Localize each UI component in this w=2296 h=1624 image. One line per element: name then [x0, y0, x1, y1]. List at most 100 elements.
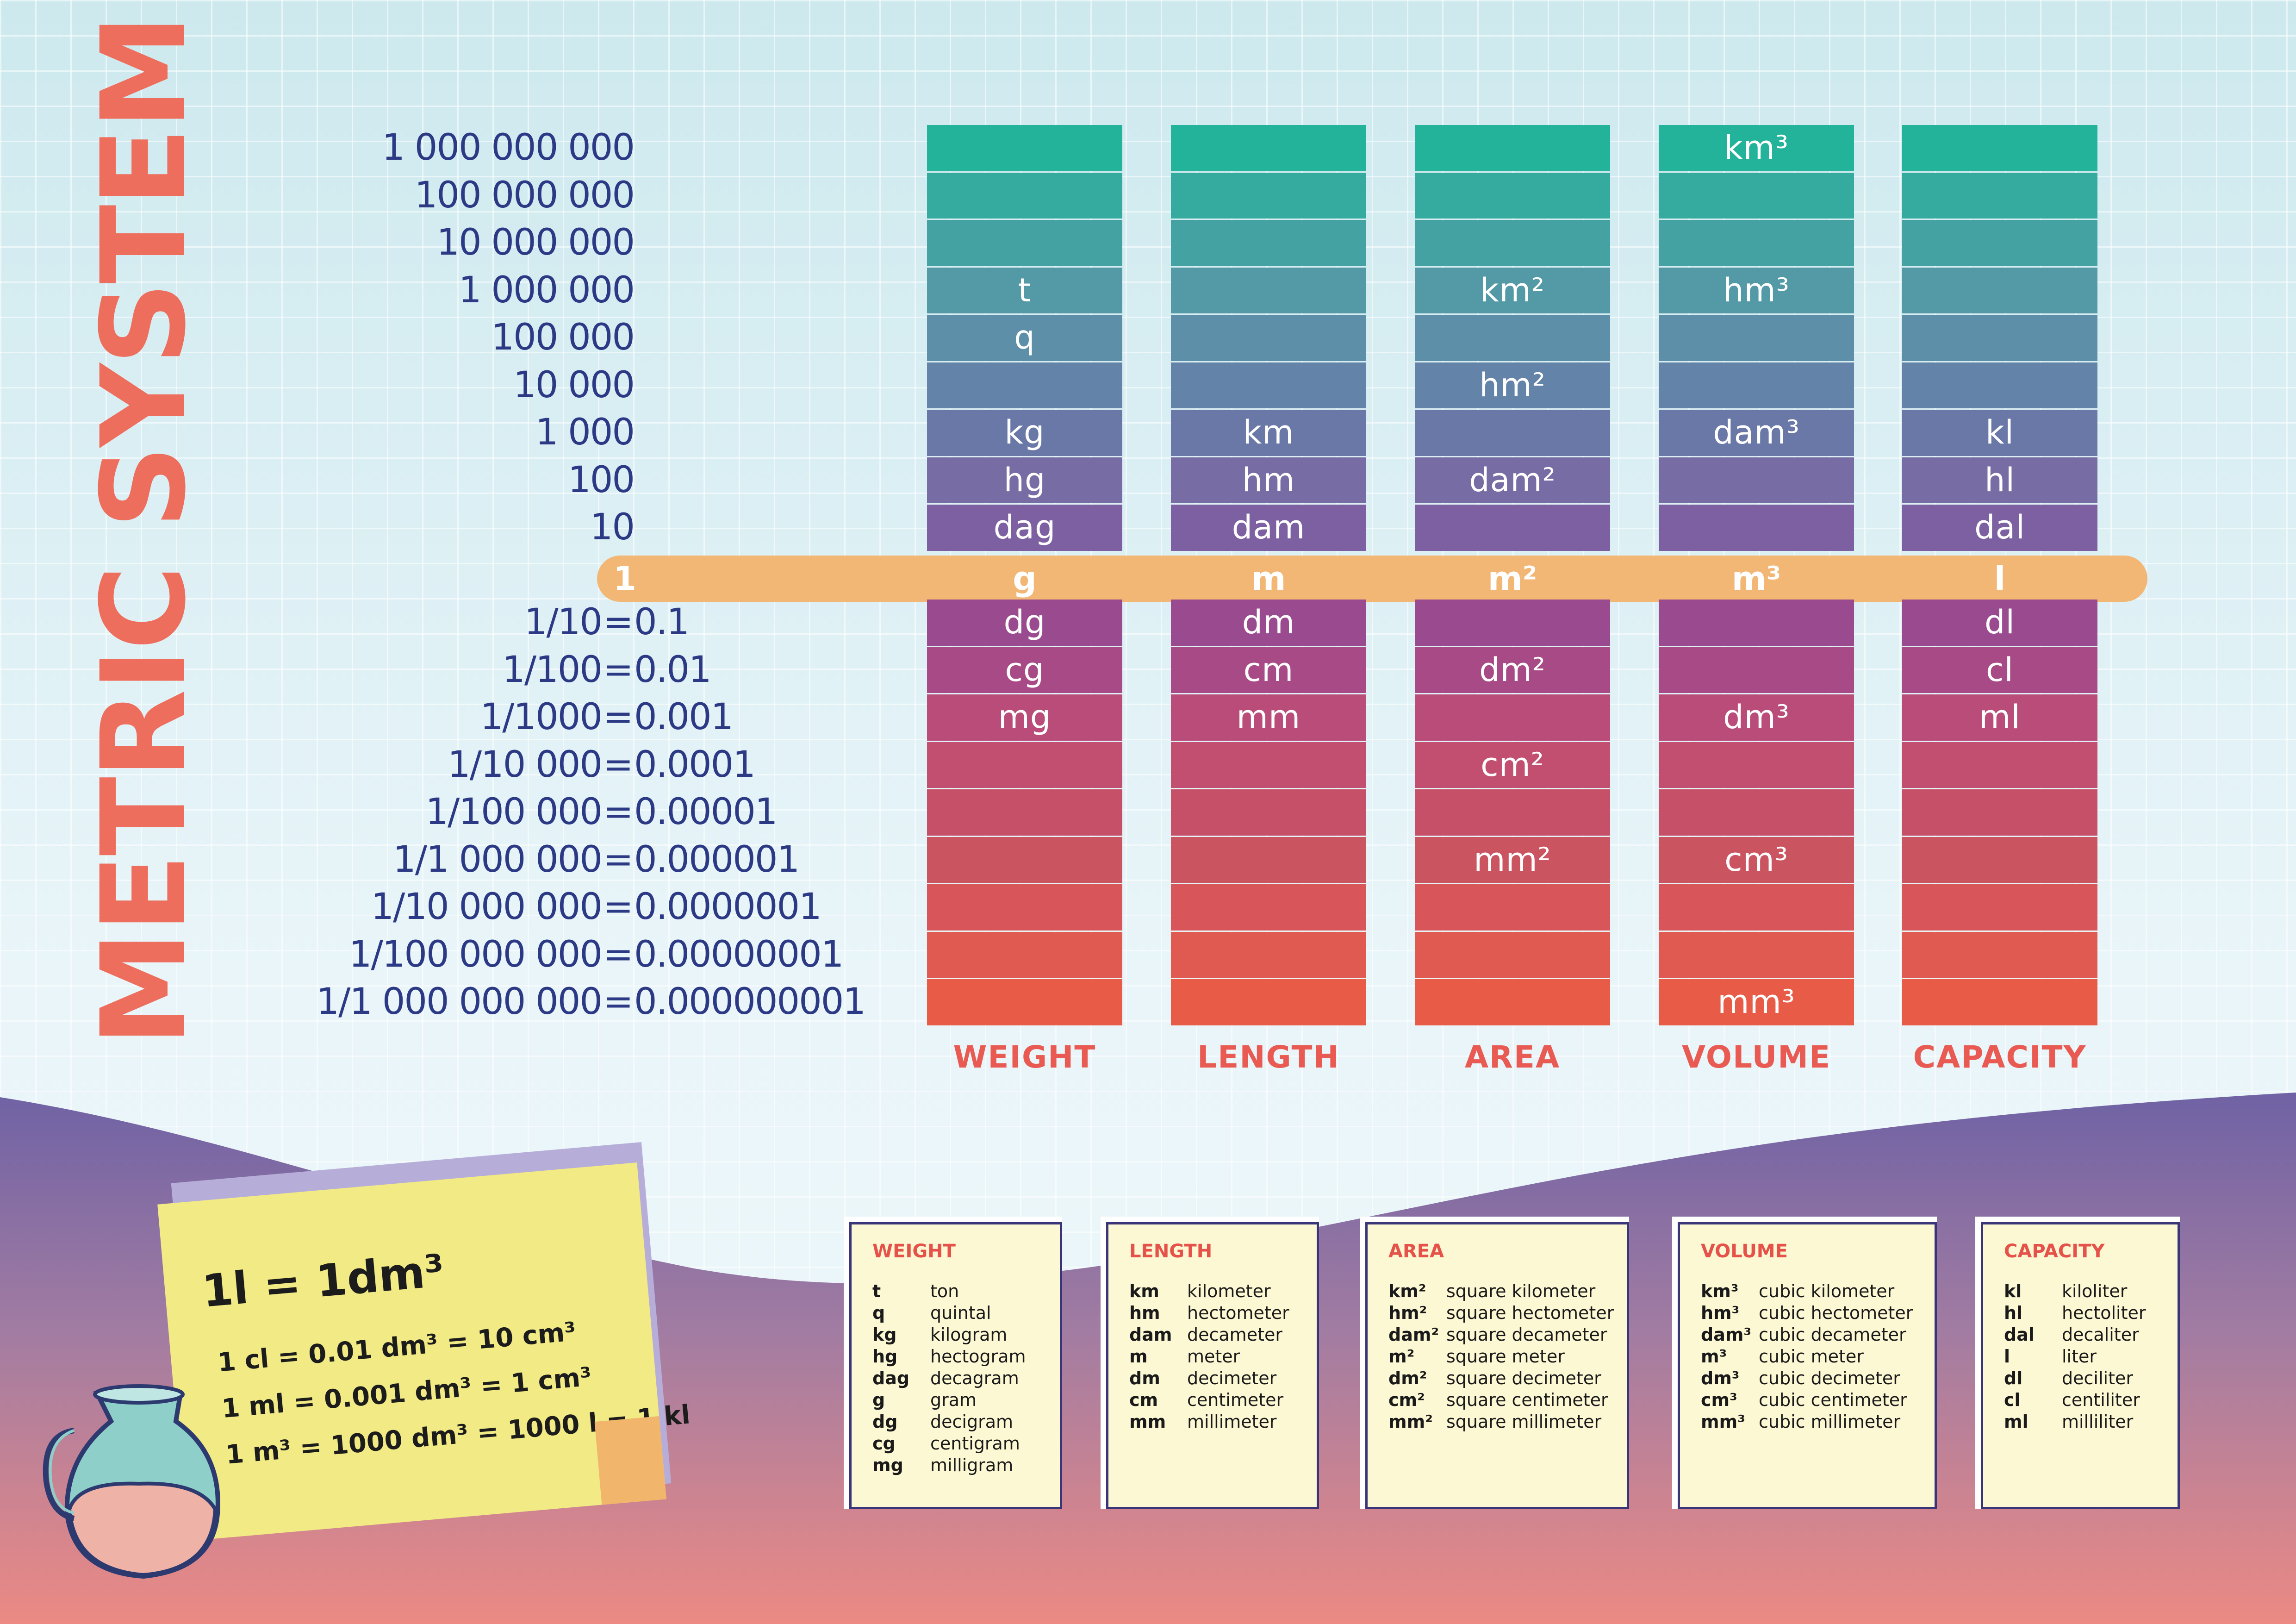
unit-abbreviation: m² — [1388, 1346, 1415, 1367]
scale-label: 1 000 — [535, 412, 635, 453]
unit-name: decaliter — [2062, 1324, 2139, 1345]
glossary-row: hm³ cubic hectometer — [1701, 1302, 1935, 1324]
unit-name: centigram — [930, 1433, 1020, 1454]
unit-abbreviation: dg — [872, 1412, 898, 1432]
unit-name: liter — [2062, 1346, 2097, 1367]
unit-cell — [1659, 362, 1854, 408]
unit-abbreviation: g — [872, 1390, 885, 1410]
glossary-row: dal decaliter — [2004, 1324, 2178, 1346]
unit-cell — [1902, 884, 2097, 931]
glossary-row: t ton — [872, 1280, 1060, 1302]
glossary-row: hg hectogram — [872, 1346, 1060, 1368]
unit-cell — [1171, 979, 1366, 1025]
unit-cell — [1171, 267, 1366, 313]
glossary-row: dg decigram — [872, 1411, 1060, 1433]
fraction-value: 1/100 — [502, 649, 603, 691]
equals-sign: = — [603, 886, 633, 928]
unit-abbreviation: dl — [2004, 1368, 2023, 1388]
unit-cell: mg — [927, 694, 1122, 741]
unit-cell — [927, 220, 1122, 266]
glossary-row: kg kilogram — [872, 1324, 1060, 1346]
unit-cell — [1659, 884, 1854, 931]
glossary-row: l liter — [2004, 1346, 2178, 1368]
glossary-row: mm² square millimeter — [1388, 1411, 1627, 1433]
glossary-row: ml milliliter — [2004, 1411, 2178, 1433]
glossary-card: AREA km² square kilometer hm² square hectome… — [1365, 1222, 1629, 1509]
unit-cell: q — [927, 315, 1122, 361]
unit-abbreviation: cl — [2004, 1390, 2021, 1410]
unit-name: centiliter — [2062, 1390, 2140, 1410]
glossary-row: mg milligram — [872, 1455, 1060, 1476]
unit-abbreviation: m³ — [1701, 1346, 1727, 1367]
fraction-value: 1/1 000 000 — [393, 838, 603, 881]
unit-cell: hm² — [1415, 362, 1610, 408]
fraction-value: 1/1000 — [480, 696, 603, 738]
unit-cell — [1415, 979, 1610, 1025]
equals-sign: = — [603, 743, 633, 786]
glossary-row: m² square meter — [1388, 1346, 1627, 1368]
unit-abbreviation: hm — [1129, 1303, 1160, 1323]
fraction-label: 1/100 000=0.00001 — [259, 788, 778, 836]
unit-cell — [1171, 220, 1366, 266]
unit-cell: dam — [1171, 505, 1366, 551]
glossary-row: g gram — [872, 1389, 1060, 1411]
glossary-row: cm centimeter — [1129, 1389, 1317, 1411]
scale-label: 1 000 000 000 — [382, 127, 635, 169]
unit-cell: kl — [1902, 410, 2097, 456]
fraction-value: 1/10 000 000 — [371, 886, 603, 928]
unit-cell — [927, 742, 1122, 788]
glossary-row: cl centiliter — [2004, 1389, 2178, 1411]
equals-sign: = — [603, 838, 633, 881]
glossary-card: WEIGHT t ton q quintal kg kilogram hg hectogram d… — [849, 1222, 1062, 1509]
unit-cell: dl — [1902, 600, 2097, 646]
unit-cell — [1659, 220, 1854, 266]
unit-name: square centimeter — [1446, 1390, 1608, 1410]
equals-sign: = — [603, 981, 633, 1023]
unit-cell — [1659, 789, 1854, 836]
scale-label: 100 — [568, 459, 635, 501]
unit-name: hectogram — [930, 1346, 1026, 1367]
equals-sign: = — [603, 933, 633, 975]
unit-cell — [1659, 600, 1854, 646]
unit-cell — [927, 125, 1122, 171]
unit-cell — [1415, 884, 1610, 931]
unit-abbreviation: km² — [1388, 1281, 1426, 1301]
unit-cell — [1415, 172, 1610, 219]
unit-abbreviation: km³ — [1701, 1281, 1739, 1301]
fraction-label: 1/1 000 000=0.000001 — [259, 836, 800, 883]
unit-cell — [1415, 931, 1610, 978]
unit-abbreviation: mm — [1129, 1412, 1166, 1432]
unit-cell: mm³ — [1659, 979, 1854, 1025]
unit-cell — [1902, 315, 2097, 361]
column-caption: LENGTH — [1197, 1039, 1340, 1075]
glossary-row: dag decagram — [872, 1368, 1060, 1389]
unit-name: millimeter — [1187, 1412, 1277, 1432]
unit-cell — [1171, 742, 1366, 788]
unit-cell — [1171, 125, 1366, 171]
jug-illustration — [43, 1384, 220, 1579]
unit-name: meter — [1187, 1346, 1240, 1367]
unit-cell: dm² — [1415, 647, 1610, 693]
fraction-label: 1/100=0.01 — [259, 646, 711, 693]
unit-cell — [1902, 837, 2097, 883]
unit-cell — [1171, 172, 1366, 219]
unit-name: hectoliter — [2062, 1303, 2146, 1323]
base-unit-label: l — [1994, 559, 2006, 598]
unit-abbreviation: dal — [2004, 1324, 2035, 1345]
glossary-row: hl hectoliter — [2004, 1302, 2178, 1324]
unit-abbreviation: hm³ — [1701, 1303, 1740, 1323]
base-unit-band — [597, 556, 2147, 602]
unit-name: decimeter — [1187, 1368, 1277, 1388]
unit-cell — [1415, 220, 1610, 266]
base-unit-label: m² — [1487, 559, 1537, 598]
unit-name: cubic hectometer — [1759, 1303, 1913, 1323]
unit-name: hectometer — [1187, 1303, 1289, 1323]
unit-cell — [1902, 979, 2097, 1025]
glossary-card-title: LENGTH — [1129, 1241, 1213, 1262]
glossary-row: m³ cubic meter — [1701, 1346, 1935, 1368]
glossary-row: cm² square centimeter — [1388, 1389, 1627, 1411]
unit-abbreviation: dag — [872, 1368, 910, 1388]
unit-name: cubic meter — [1759, 1346, 1864, 1367]
unit-cell — [1902, 220, 2097, 266]
unit-cell: cm² — [1415, 742, 1610, 788]
